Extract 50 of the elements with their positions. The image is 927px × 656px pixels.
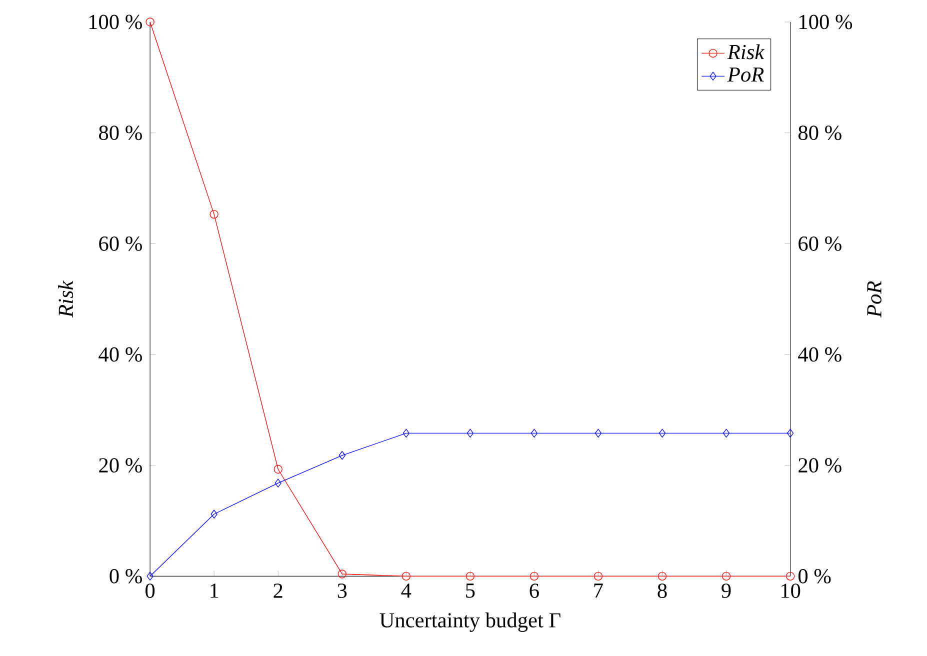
y-tick-label: 0 % <box>110 568 142 584</box>
x-tick-label: 5 <box>466 583 475 598</box>
point <box>722 572 731 580</box>
y2-tick-label: 0 % <box>798 568 831 584</box>
y2-tick-label: 100 % <box>800 14 852 30</box>
y-tick-label: 80 % <box>99 126 142 140</box>
point <box>210 510 218 518</box>
y-axis-title: Risk <box>58 280 74 318</box>
x-tick-label: 7 <box>594 583 603 598</box>
point <box>274 464 282 474</box>
y-tick-label: 20 % <box>99 458 142 472</box>
point <box>786 572 795 580</box>
point <box>274 478 282 488</box>
point <box>146 18 154 26</box>
point <box>658 572 667 580</box>
y2-tick-label: 40 % <box>798 347 842 362</box>
y-tick-label: 60 % <box>99 236 142 251</box>
y-tick-label: 40 % <box>98 347 142 362</box>
point <box>338 570 346 578</box>
x-tick-label: 10 <box>782 583 800 598</box>
x-tick-label: 0 <box>146 583 155 598</box>
x-axis-title: Uncertainty budget Γ <box>380 612 560 632</box>
y2-axis-title: PoR <box>867 280 882 318</box>
point <box>402 428 410 438</box>
point <box>338 450 346 460</box>
point <box>530 572 539 580</box>
point <box>658 428 666 438</box>
point <box>530 428 538 438</box>
y-tick-label: 100 % <box>89 14 142 30</box>
point <box>722 428 730 438</box>
point <box>146 572 154 580</box>
x-tick-label: 4 <box>401 583 412 598</box>
point <box>466 572 475 580</box>
y2-tick-label: 20 % <box>798 458 842 472</box>
point <box>210 210 218 219</box>
point <box>594 428 602 438</box>
point <box>466 428 474 438</box>
x-tick-label: 1 <box>210 583 218 598</box>
legend-label: Risk <box>727 44 764 60</box>
y2-tick-label: 60 % <box>798 236 842 251</box>
point <box>786 428 794 438</box>
x-tick-label: 6 <box>530 583 539 598</box>
x-tick-label: 2 <box>274 583 282 598</box>
y2-tick-label: 80 % <box>798 126 842 140</box>
x-tick-label: 8 <box>658 583 667 598</box>
point <box>402 572 410 580</box>
x-tick-label: 9 <box>722 583 731 598</box>
point <box>594 572 603 580</box>
x-tick-label: 3 <box>338 583 347 598</box>
legend-label: PoR <box>727 67 764 82</box>
